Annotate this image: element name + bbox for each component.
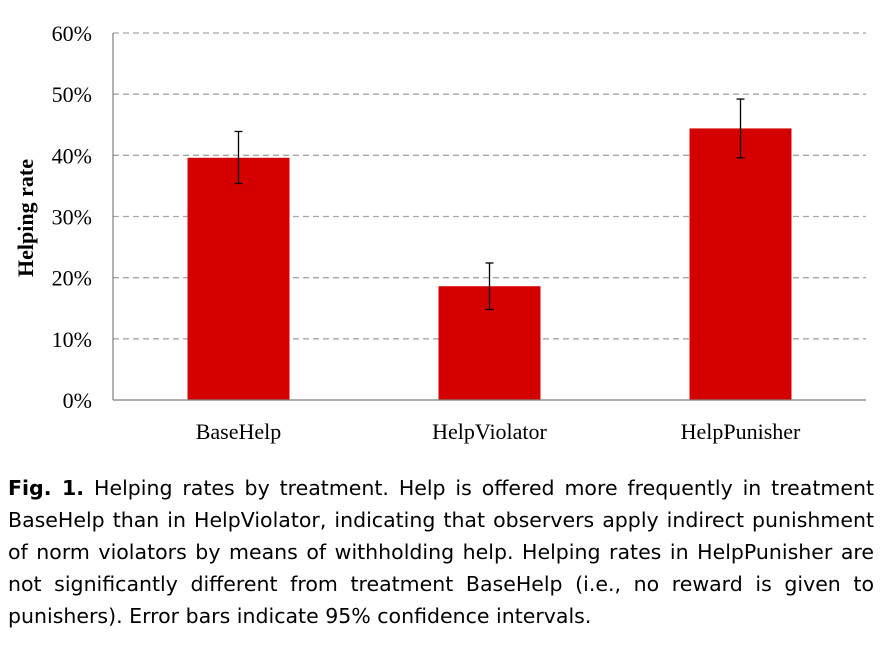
x-tick-labels: BaseHelp HelpViolator HelpPunisher <box>196 419 801 444</box>
y-tick-label: 20% <box>52 266 92 291</box>
caption-label: Fig. 1. <box>8 476 85 500</box>
y-tick-label: 50% <box>52 82 92 107</box>
x-tick-label: BaseHelp <box>196 419 282 444</box>
bar-HelpPunisher <box>689 128 792 401</box>
error-bars <box>234 98 745 311</box>
caption-text: Helping rates by treatment. Help is offe… <box>8 476 874 628</box>
y-tick-labels: 0% 10% 20% 30% 40% 50% 60% <box>52 21 92 413</box>
x-tick-label: HelpViolator <box>432 419 547 444</box>
y-tick-label: 10% <box>52 327 92 352</box>
x-tick-label: HelpPunisher <box>681 419 801 444</box>
bar-BaseHelp <box>187 157 290 400</box>
figure-caption: Fig. 1. Helping rates by treatment. Help … <box>8 472 874 632</box>
bars <box>187 128 792 401</box>
y-tick-label: 60% <box>52 21 92 46</box>
chart-canvas: 0% 10% 20% 30% 40% 50% 60% BaseHelp HelpViolato… <box>13 21 866 444</box>
y-tick-label: 0% <box>63 388 92 413</box>
y-axis-title: Helping rate <box>13 159 38 277</box>
bar-chart: 0% 10% 20% 30% 40% 50% 60% BaseHelp HelpViolato… <box>13 21 866 444</box>
y-tick-label: 40% <box>52 143 92 168</box>
y-tick-label: 30% <box>52 205 92 230</box>
